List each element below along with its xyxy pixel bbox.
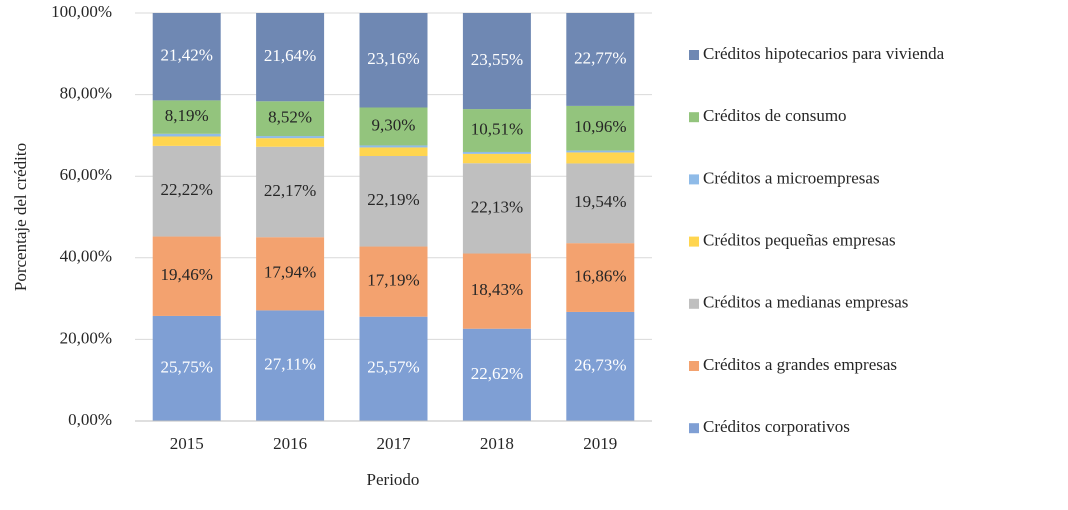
data-label: 8,52% xyxy=(268,108,312,127)
bar-segment xyxy=(256,146,325,238)
data-label: 21,64% xyxy=(264,46,316,65)
bar-segment xyxy=(462,13,531,110)
data-label: 19,46% xyxy=(160,265,212,284)
x-tick-label: 2019 xyxy=(583,434,617,453)
x-tick-label: 2015 xyxy=(170,434,204,453)
data-label: 22,17% xyxy=(264,181,316,200)
data-label: 22,19% xyxy=(367,190,419,209)
bar-segment xyxy=(256,136,325,139)
y-tick-label: 100,00% xyxy=(51,2,112,21)
bar-segment xyxy=(152,136,221,146)
bar-segment xyxy=(566,105,635,151)
bar-segment xyxy=(152,133,221,137)
bar-segment xyxy=(152,100,221,134)
bar-segment xyxy=(359,316,428,421)
data-label: 16,86% xyxy=(574,266,626,285)
data-label: 18,43% xyxy=(471,280,523,299)
y-tick-label: 60,00% xyxy=(60,165,112,184)
legend-label: Créditos a microempresas xyxy=(703,168,880,187)
bar-segment xyxy=(256,138,325,147)
bar-segment xyxy=(152,236,221,316)
y-tick-label: 0,00% xyxy=(68,410,112,429)
bar-segment xyxy=(462,253,531,329)
legend-swatch xyxy=(689,112,699,123)
bar-segment xyxy=(462,151,531,154)
data-label: 17,94% xyxy=(264,263,316,282)
legend-swatch xyxy=(689,236,699,247)
bar-segment xyxy=(566,311,635,421)
legend-swatch xyxy=(689,298,699,309)
bar-segment xyxy=(359,107,428,146)
bar-segment xyxy=(359,246,428,317)
legend-label: Créditos de consumo xyxy=(703,106,847,125)
legend-swatch xyxy=(689,423,699,434)
legend-label: Créditos a medianas empresas xyxy=(703,293,908,312)
bar-segment xyxy=(256,310,325,421)
data-label: 8,19% xyxy=(165,106,209,125)
legend-label: Créditos a grandes empresas xyxy=(703,355,897,374)
data-label: 9,30% xyxy=(372,115,416,134)
x-tick-label: 2016 xyxy=(273,434,307,453)
x-tick-label: 2018 xyxy=(480,434,514,453)
bar-segment xyxy=(359,147,428,157)
legend-swatch xyxy=(689,50,699,60)
data-label: 25,57% xyxy=(367,358,419,377)
data-label: 27,11% xyxy=(264,355,316,374)
bar-segment xyxy=(462,328,531,421)
data-label: 22,62% xyxy=(471,364,523,383)
bar-segment xyxy=(566,163,635,244)
bar-segment xyxy=(566,152,635,164)
data-label: 22,22% xyxy=(160,180,212,199)
data-label: 19,54% xyxy=(574,192,626,211)
bar-segment xyxy=(462,153,531,164)
bar-segment xyxy=(462,163,531,254)
data-label: 25,75% xyxy=(160,357,212,376)
bar-segment xyxy=(256,101,325,137)
bar-segment xyxy=(359,145,428,148)
bar-segment xyxy=(152,315,221,421)
bar-segment xyxy=(359,156,428,247)
bar-segment xyxy=(462,109,531,152)
legend-label: Créditos corporativos xyxy=(703,417,850,436)
bar-segment xyxy=(152,145,221,237)
data-label: 10,51% xyxy=(471,119,523,138)
legend-swatch xyxy=(689,361,699,371)
x-tick-label: 2017 xyxy=(377,434,412,453)
data-label: 10,96% xyxy=(574,117,626,136)
data-label: 21,42% xyxy=(160,46,212,65)
y-tick-label: 40,00% xyxy=(60,247,112,266)
data-label: 23,55% xyxy=(471,50,523,69)
data-label: 22,77% xyxy=(574,48,626,67)
y-tick-label: 80,00% xyxy=(60,84,112,103)
bar-segment xyxy=(256,13,325,102)
legend-label: Créditos pequeñas empresas xyxy=(703,231,896,250)
bar-segment xyxy=(566,13,635,106)
legend-label: Créditos hipotecarios para vivienda xyxy=(703,44,945,63)
y-tick-label: 20,00% xyxy=(60,328,112,347)
bar-segment xyxy=(566,150,635,153)
bar-segment xyxy=(256,237,325,311)
bar-segment xyxy=(566,243,635,312)
bar-segment xyxy=(152,13,221,101)
data-label: 23,16% xyxy=(367,49,419,68)
legend-swatch xyxy=(689,174,699,185)
data-label: 17,19% xyxy=(367,271,419,290)
y-axis-title: Porcentaje del crédito xyxy=(11,143,30,291)
data-label: 22,13% xyxy=(471,197,523,216)
data-label: 26,73% xyxy=(574,355,626,374)
x-axis-title: Periodo xyxy=(367,470,420,489)
bar-segment xyxy=(359,13,428,108)
